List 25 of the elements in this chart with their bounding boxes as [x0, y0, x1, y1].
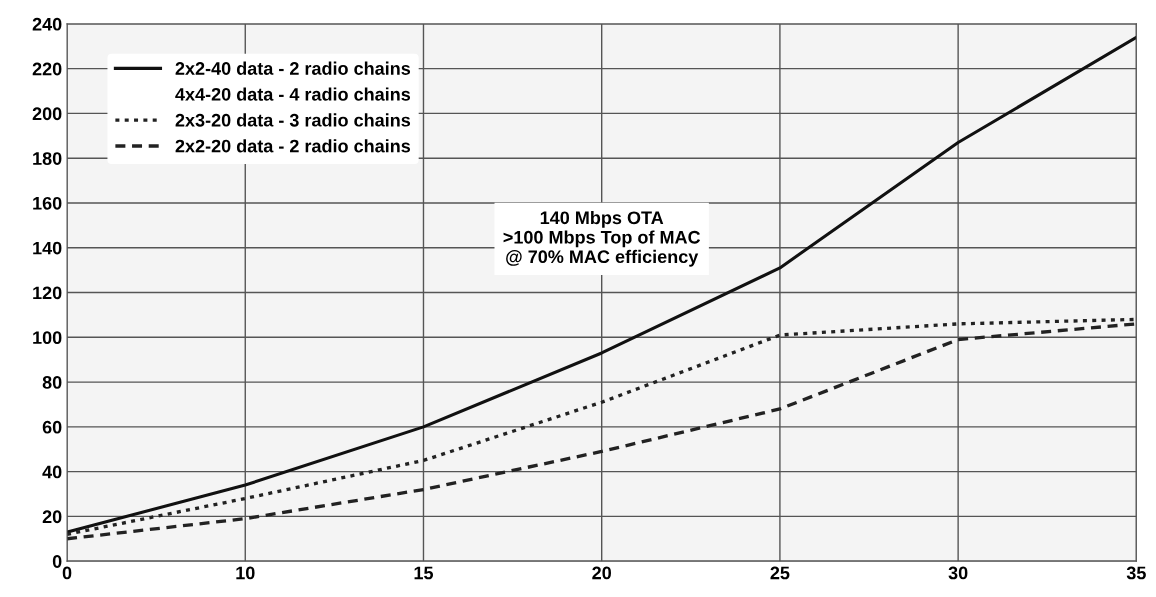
legend-label: 2x3-20 data - 3 radio chains — [175, 113, 411, 127]
y-tick-label: 160 — [33, 196, 62, 210]
x-tick-label: 25 — [770, 566, 790, 580]
x-tick-label: 10 — [236, 566, 255, 580]
y-tick-label: 100 — [33, 331, 62, 345]
x-tick-label: 30 — [948, 566, 968, 580]
y-tick-label: 220 — [32, 62, 62, 76]
annotation: 140 Mbps OTA >100 Mbps Top of MAC @ 70% MAC efficiency — [503, 210, 701, 267]
y-tick-label: 60 — [42, 420, 62, 434]
y-tick-label: 180 — [33, 152, 62, 165]
x-tick-label: 35 — [1126, 566, 1146, 580]
x-tick-label: 15 — [414, 566, 434, 580]
y-tick-label: 40 — [42, 465, 62, 479]
y-tick-label: 240 — [32, 17, 62, 31]
y-tick-label: 140 — [33, 241, 62, 255]
legend-label: 2x2-40 data - 2 radio chains — [175, 61, 411, 75]
y-tick-label: 80 — [42, 376, 62, 389]
x-tick-label: 20 — [592, 566, 611, 580]
text: 4x4-20 data - 4 radio chains — [175, 87, 411, 101]
x-tick-label: 0 — [62, 566, 72, 580]
y-tick-label: 200 — [32, 107, 62, 121]
y-tick-label: 120 — [33, 286, 62, 300]
y-tick-label: 20 — [42, 510, 62, 524]
y-tick-label: 0 — [52, 555, 62, 568]
legend-label: 2x2-20 data - 2 radio chains — [175, 139, 411, 153]
